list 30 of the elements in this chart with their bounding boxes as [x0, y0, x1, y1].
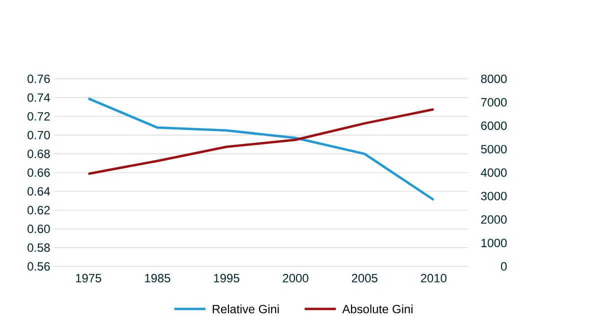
x-tick-label: 2005	[352, 274, 378, 282]
y-tick-label: 0.74	[28, 93, 50, 102]
x-tick-label: 2000	[282, 274, 308, 282]
y2-tick-label: 6000	[481, 122, 507, 130]
y-tick-label: 0.70	[28, 130, 50, 140]
y2-tick-label: 5000	[481, 144, 507, 154]
y2-tick-label: 3000	[481, 192, 507, 200]
y-tick-label: 0.56	[28, 262, 50, 271]
y2-tick-label: 2000	[481, 215, 507, 224]
y-tick-label: 0.72	[28, 112, 50, 121]
x-tick-label: 1985	[145, 274, 170, 282]
y-tick-label: 0.64	[28, 187, 50, 196]
x-tick-label: 1975	[76, 274, 102, 282]
line-series	[87, 97, 435, 202]
y2-tick-label: 1000	[481, 238, 507, 248]
y-tick-label: 0.62	[28, 206, 50, 214]
y-tick-label: 0.68	[28, 150, 50, 158]
line-series	[87, 108, 435, 176]
legend-label: Relative Gini	[212, 304, 279, 314]
x-tick-label: 1995	[214, 274, 240, 282]
y2-tick-label: 8000	[481, 74, 507, 84]
y-tick-label: 0.60	[28, 224, 50, 234]
y2-tick-label: 4000	[480, 168, 507, 177]
x-tick-label: 2010	[420, 274, 446, 282]
legend-label: Absolute Gini	[342, 304, 412, 314]
y2-tick-label: 0	[500, 262, 507, 271]
y2-tick-label: 7000	[481, 98, 507, 107]
y-tick-label: 0.76	[28, 74, 50, 84]
y-tick-label: 0.58	[28, 243, 50, 252]
y-tick-label: 0.66	[28, 168, 50, 177]
